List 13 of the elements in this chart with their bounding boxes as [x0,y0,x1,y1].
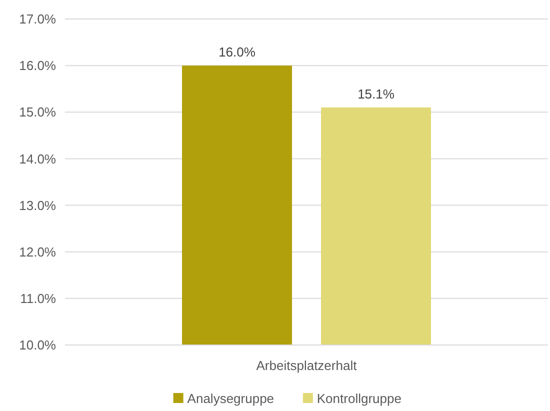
y-tick-label: 14.0% [19,151,56,166]
y-tick-label: 15.0% [19,104,56,120]
y-tick-label: 13.0% [19,198,56,213]
y-tick-label: 12.0% [19,244,56,260]
y-tick-label: 16.0% [19,58,56,74]
legend-label: Analysegruppe [187,391,274,406]
legend-label: Kontrollgruppe [316,391,402,406]
x-tick-label: Arbeitsplatzerhalt [256,358,358,373]
data-label: 15.1% [358,86,395,102]
y-tick-label: 17.0% [19,12,56,27]
data-label: 16.0% [218,44,256,60]
y-tick-label: 10.0% [19,338,56,353]
y-tick-label: 11.0% [20,290,56,306]
